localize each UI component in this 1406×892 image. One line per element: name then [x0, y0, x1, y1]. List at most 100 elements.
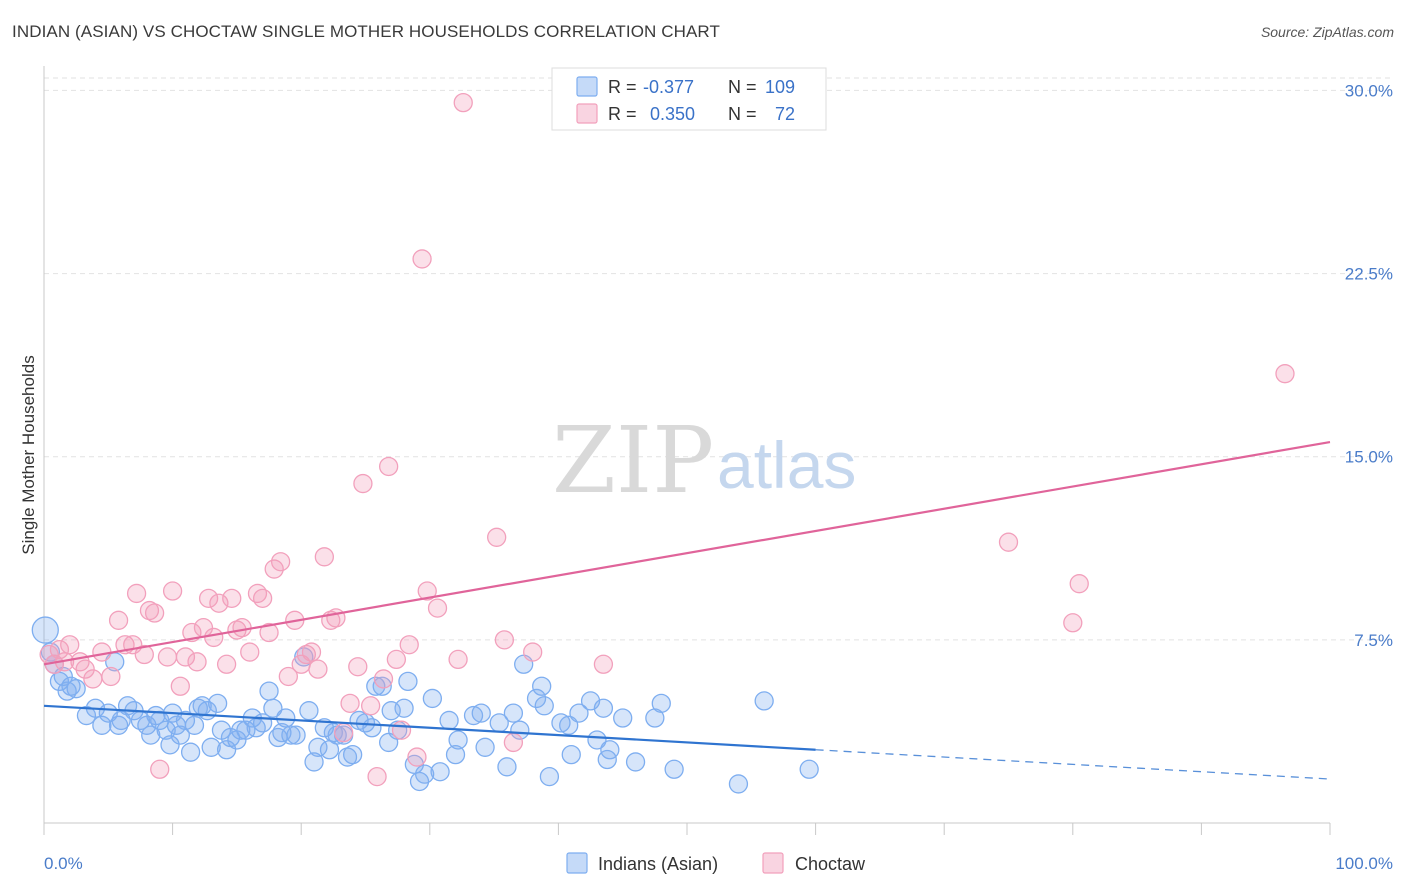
legend-r-value: 0.350	[650, 104, 695, 124]
point-indian-asian	[728, 774, 749, 794]
data-points	[31, 92, 1295, 794]
x-tick-label: 0.0%	[44, 854, 83, 873]
point-indian-asian	[539, 766, 560, 787]
point-indian-asian	[625, 752, 646, 772]
point-indian-asian	[141, 725, 161, 745]
point-indian-asian	[463, 705, 484, 726]
trend-line-indian-asian-extension	[815, 749, 1331, 780]
point-choctaw	[92, 642, 112, 662]
point-choctaw	[170, 676, 190, 696]
watermark: ZIP atlas	[552, 407, 856, 514]
point-indian-asian	[445, 744, 466, 765]
point-choctaw	[378, 456, 399, 477]
point-indian-asian	[207, 693, 228, 713]
legend-r-label: R =	[608, 77, 637, 97]
point-indian-asian	[551, 713, 571, 733]
bottom-legend-label-choctaw: Choctaw	[795, 854, 866, 874]
point-choctaw	[198, 588, 219, 608]
point-indian-asian	[286, 725, 306, 745]
point-choctaw	[187, 652, 207, 672]
point-indian-asian	[92, 715, 112, 735]
trend-lines	[43, 440, 1331, 780]
point-indian-asian	[439, 710, 459, 731]
point-choctaw	[360, 696, 381, 716]
point-choctaw	[427, 598, 448, 618]
point-indian-asian	[613, 708, 633, 728]
point-indian-asian	[263, 698, 283, 718]
point-indian-asian	[337, 747, 358, 767]
point-choctaw	[326, 608, 346, 628]
point-choctaw	[523, 642, 543, 662]
point-choctaw	[270, 552, 291, 572]
watermark-zip: ZIP	[552, 407, 714, 514]
point-indian-asian	[448, 730, 468, 750]
legend-r-label: R =	[608, 104, 637, 124]
point-indian-asian	[471, 703, 491, 723]
point-indian-asian	[299, 701, 319, 721]
point-indian-asian	[175, 710, 196, 731]
grid-lines	[44, 77, 1392, 641]
point-indian-asian	[497, 757, 517, 777]
point-choctaw	[353, 473, 373, 494]
point-choctaw	[60, 635, 80, 655]
point-indian-asian	[201, 737, 221, 757]
legend-r-value: -0.377	[643, 77, 694, 97]
point-choctaw	[49, 639, 70, 660]
point-choctaw	[417, 581, 437, 601]
point-indian-asian	[510, 720, 530, 740]
point-choctaw	[108, 610, 129, 630]
point-indian-asian	[170, 725, 190, 745]
point-choctaw	[494, 630, 515, 650]
point-choctaw	[222, 588, 242, 608]
point-indian-asian	[651, 693, 671, 713]
point-indian-asian	[160, 735, 180, 755]
y-tick-label: 22.5%	[1345, 265, 1393, 284]
point-indian-asian	[66, 679, 86, 699]
point-indian-asian	[593, 698, 614, 718]
point-choctaw	[157, 647, 178, 667]
y-tick-label: 15.0%	[1345, 448, 1393, 467]
point-choctaw	[75, 659, 95, 679]
point-choctaw	[998, 532, 1019, 552]
point-indian-asian	[231, 720, 251, 740]
point-choctaw	[240, 642, 260, 662]
point-indian-asian	[216, 740, 237, 760]
trend-line-choctaw	[43, 440, 1331, 666]
point-choctaw	[1275, 364, 1295, 384]
y-axis-label: Single Mother Households	[19, 355, 38, 554]
point-choctaw	[593, 654, 614, 674]
point-choctaw	[308, 659, 328, 679]
point-choctaw	[386, 649, 407, 670]
point-choctaw	[252, 588, 273, 608]
point-indian-asian	[422, 688, 443, 709]
bottom-legend-swatch-choctaw	[762, 852, 784, 874]
point-choctaw	[453, 92, 473, 113]
point-indian-asian	[272, 722, 292, 743]
point-indian-asian	[156, 720, 176, 740]
point-indian-asian	[754, 691, 774, 711]
point-choctaw	[373, 669, 394, 689]
chart-title: INDIAN (ASIAN) VS CHOCTAW SINGLE MOTHER …	[12, 22, 720, 41]
point-choctaw	[333, 722, 354, 743]
point-indian-asian	[308, 737, 328, 757]
point-indian-asian	[799, 759, 819, 779]
point-indian-asian	[323, 722, 344, 743]
point-indian-asian	[362, 718, 382, 738]
point-indian-asian	[415, 764, 435, 784]
point-choctaw	[134, 644, 154, 665]
bottom-legend-swatch-indian	[566, 852, 588, 874]
point-choctaw	[487, 527, 507, 547]
point-indian-asian	[532, 676, 552, 696]
point-choctaw	[232, 617, 252, 638]
point-choctaw	[150, 759, 170, 779]
point-indian-asian	[31, 616, 59, 644]
point-choctaw	[448, 649, 468, 670]
point-choctaw	[412, 249, 432, 269]
legend: R = -0.377 N = 109 R = 0.350 N = 72	[551, 67, 827, 131]
point-indian-asian	[394, 698, 414, 718]
bottom-legend: Indians (Asian) Choctaw	[566, 852, 866, 874]
point-indian-asian	[259, 681, 279, 701]
point-indian-asian	[664, 759, 684, 779]
point-indian-asian	[398, 671, 418, 692]
point-choctaw	[139, 600, 160, 621]
